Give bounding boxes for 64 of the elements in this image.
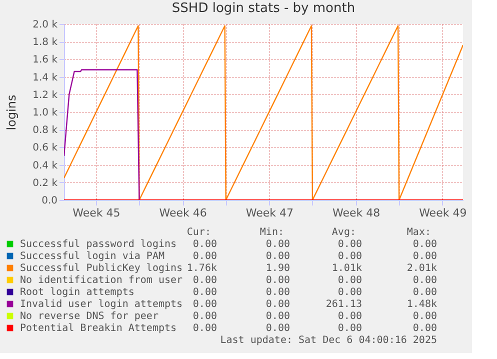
text: 0.00	[192, 239, 217, 250]
legend-label: No reverse DNS for peer	[20, 311, 158, 322]
y-tick-label: 1.4 k	[32, 72, 58, 84]
text: 0.00	[412, 287, 437, 298]
text: Avg:	[332, 227, 356, 238]
y-tick-label: 1.6 k	[32, 54, 58, 66]
legend-label: Root login attempts	[20, 287, 134, 298]
y-tick-label: 1.0 k	[32, 108, 58, 118]
text: 0.00	[192, 299, 217, 310]
y-axis-title: logins	[4, 94, 19, 130]
text: 1.90	[266, 263, 290, 274]
text: Last update: Sat Dec 6 04:00:16 2025	[220, 335, 437, 346]
chart-title: SSHD login stats - by month	[172, 1, 356, 16]
line-series	[64, 69, 140, 200]
legend-label: No identification from user	[20, 275, 183, 286]
text: 0.00	[266, 239, 290, 250]
y-tick-label: 0.6 k	[32, 142, 58, 154]
x-tick-label: Week 46	[159, 206, 207, 220]
legend-label: Successful login via PAM	[20, 251, 164, 262]
text: 0.00	[338, 275, 362, 286]
text: 0.00	[338, 251, 362, 262]
text: 0.00	[266, 299, 290, 310]
y-tick-label: 0.8 k	[32, 125, 58, 136]
y-tick-label: 2.0 k	[32, 20, 58, 30]
text: 0.00	[412, 251, 437, 262]
legend-label: Potential Breakin Attempts	[20, 323, 177, 334]
text: 0.00	[412, 323, 437, 334]
y-tick-label: 0.4 k	[32, 160, 58, 172]
text: Max:	[406, 227, 431, 238]
text: 2.01k	[406, 263, 437, 274]
y-tick-label: 0.0	[42, 196, 58, 206]
legend-label: Invalid user login attempts	[20, 299, 183, 310]
text: 0.00	[192, 275, 217, 286]
text: 0.00	[412, 275, 437, 286]
text: 0.00	[338, 239, 362, 250]
text: Min:	[260, 227, 284, 238]
text: 1.48k	[406, 299, 437, 310]
y-tick-label: 1.8 k	[32, 37, 58, 48]
text: 1.01k	[332, 263, 362, 274]
x-tick-label: Week 49	[419, 206, 467, 220]
x-tick-label: Week 45	[72, 206, 120, 220]
text: 261.13	[326, 299, 362, 310]
text: 0.00	[412, 239, 437, 250]
text: 0.00	[192, 323, 217, 334]
y-tick-label: 1.2 k	[32, 90, 58, 101]
text: 0.00	[338, 323, 362, 334]
text: 0.00	[266, 323, 290, 334]
y-tick-label: 0.2 k	[32, 178, 58, 189]
text: 0.00	[338, 311, 362, 322]
text: 0.00	[266, 251, 290, 262]
legend-label: Successful password logins	[20, 239, 177, 250]
x-tick-label: Week 48	[332, 206, 380, 220]
text: 0.00	[192, 287, 217, 298]
text: 0.00	[192, 311, 217, 322]
text: 0.00	[266, 311, 290, 322]
text: Cur:	[186, 227, 211, 238]
text: 0.00	[192, 251, 217, 262]
legend-label: Successful PublicKey logins	[20, 263, 183, 274]
text: 0.00	[412, 311, 437, 322]
x-tick-label: Week 47	[246, 206, 294, 220]
text: 0.00	[338, 287, 362, 298]
text: 1.76k	[186, 263, 217, 274]
text: 0.00	[266, 275, 290, 286]
text: 0.00	[266, 287, 290, 298]
